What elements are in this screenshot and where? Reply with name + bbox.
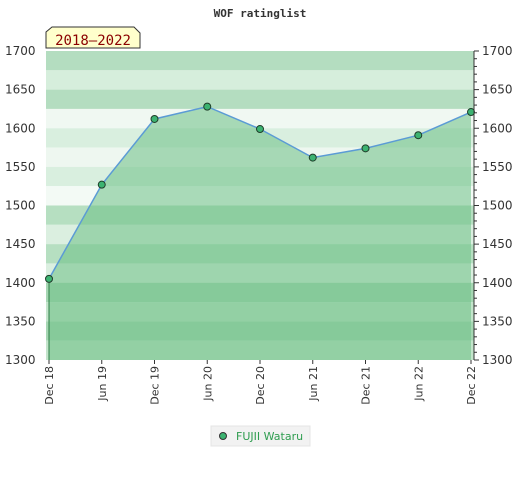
- y-tick-label-left: 1400: [5, 276, 36, 290]
- data-point: [45, 274, 53, 283]
- y-tick-label-right: 1600: [482, 121, 513, 135]
- x-tick-label: Dec 20: [254, 366, 267, 405]
- x-tick-label: Dec 19: [149, 366, 162, 405]
- y-tick-label-right: 1350: [482, 314, 513, 328]
- data-point: [150, 114, 159, 123]
- y-tick-label-right: 1550: [482, 160, 513, 174]
- data-point: [308, 153, 317, 162]
- x-tick-label: Jun 19: [96, 366, 109, 402]
- y-tick-label-right: 1450: [482, 237, 513, 251]
- y-tick-label-left: 1300: [5, 353, 36, 367]
- right-y-axis: 1300 1350 1400 1450 1500 1550 1600 1650 1700: [473, 44, 513, 367]
- data-point: [467, 108, 475, 117]
- y-tick-label-left: 1350: [5, 314, 36, 328]
- data-point: [361, 144, 370, 153]
- x-axis: Dec 18 Jun 19 Dec 19 Jun 20 Dec 20 Jun 21 Dec …: [43, 360, 478, 405]
- y-tick-label-right: 1300: [482, 353, 513, 367]
- period-label: 2018–2022: [55, 33, 131, 49]
- x-tick-label: Jun 21: [307, 366, 320, 402]
- y-tick-label-left: 1600: [5, 121, 36, 135]
- data-point: [97, 180, 106, 189]
- left-y-axis: 1300 1350 1400 1450 1500 1550 1600 1650 1700: [5, 44, 36, 367]
- data-point: [414, 131, 423, 140]
- x-tick-label: Jun 20: [201, 366, 214, 402]
- y-tick-label-left: 1450: [5, 237, 36, 251]
- y-tick-label-right: 1650: [482, 83, 513, 97]
- y-tick-label-left: 1650: [5, 83, 36, 97]
- x-tick-label: Dec 21: [360, 366, 373, 405]
- x-tick-label: Dec 22: [465, 366, 478, 405]
- grid-band: [46, 51, 474, 71]
- grid-band: [46, 70, 474, 90]
- series-points-layer: [45, 102, 475, 283]
- x-tick-label: Dec 18: [43, 366, 56, 405]
- y-tick-label-right: 1700: [482, 44, 513, 58]
- data-point: [256, 125, 264, 134]
- legend-label: FUJII Wataru: [236, 430, 303, 443]
- y-tick-label-left: 1700: [5, 44, 36, 58]
- y-tick-label-right: 1500: [482, 199, 513, 213]
- y-tick-label-left: 1500: [5, 199, 36, 213]
- period-badge: 2018–2022: [45, 26, 141, 49]
- y-tick-label-right: 1400: [482, 276, 513, 290]
- grid-band: [46, 89, 474, 109]
- y-tick-label-left: 1550: [5, 160, 36, 174]
- series-area: [49, 106, 471, 361]
- area-fill-layer: [48, 106, 471, 361]
- chart-title: WOF ratinglist: [214, 7, 307, 20]
- legend[interactable]: FUJII Wataru: [210, 425, 311, 447]
- x-tick-label: Jun 22: [412, 366, 425, 402]
- data-point: [203, 102, 212, 111]
- legend-marker: [219, 432, 227, 440]
